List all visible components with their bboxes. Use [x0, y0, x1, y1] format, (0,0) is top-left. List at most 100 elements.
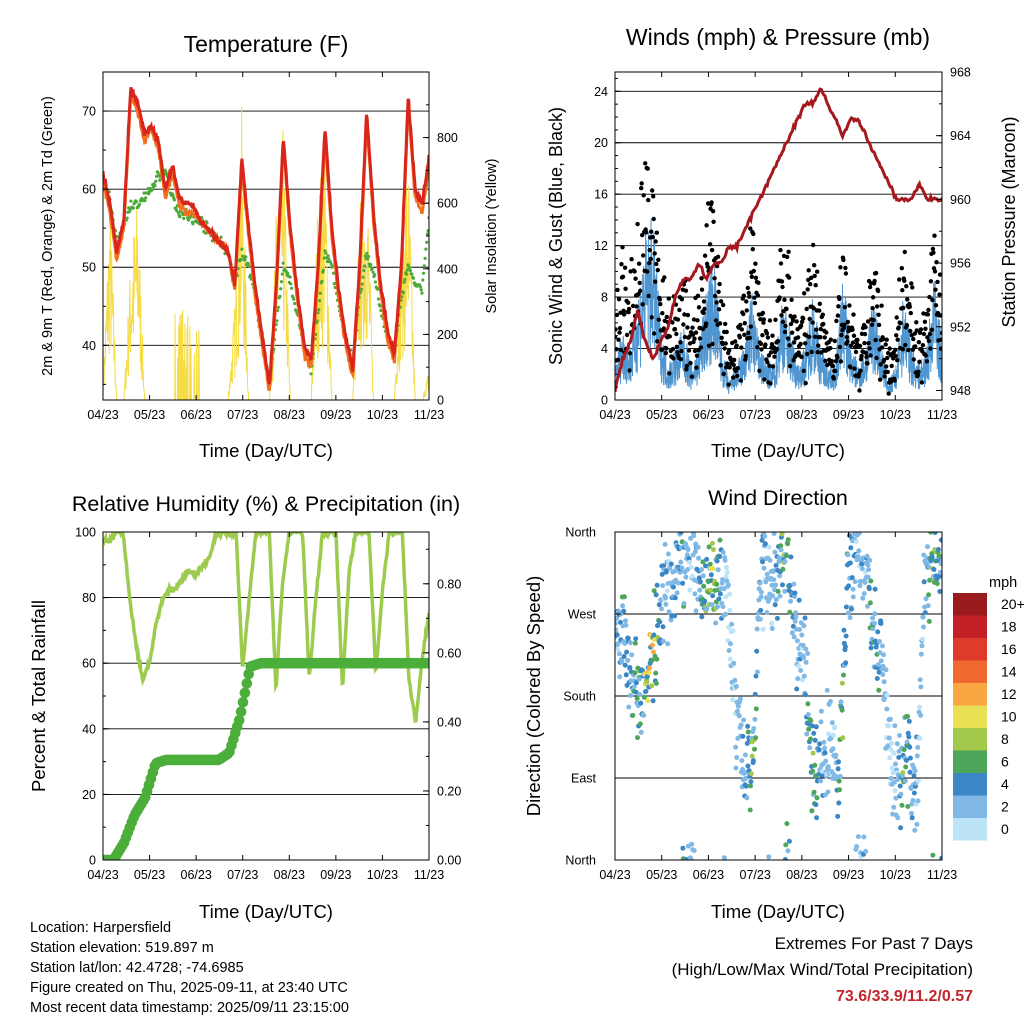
gust-point: [699, 287, 705, 292]
gust-point: [753, 261, 758, 266]
direction-point: [668, 617, 674, 623]
direction-point: [635, 735, 640, 741]
gust-point: [841, 257, 846, 263]
direction-point: [683, 574, 689, 580]
direction-point: [716, 596, 722, 602]
gust-point: [919, 380, 925, 385]
gust-point: [636, 261, 642, 266]
gust-point: [653, 239, 658, 244]
gust-point: [855, 337, 860, 343]
direction-point: [679, 565, 685, 571]
direction-point: [881, 679, 887, 685]
direction-point: [724, 564, 729, 570]
direction-point: [847, 615, 853, 621]
direction-point: [748, 771, 754, 777]
legend-swatch: [953, 660, 987, 683]
direction-point: [760, 559, 765, 565]
direction-point: [868, 578, 874, 584]
gust-point: [823, 358, 828, 364]
gust-point: [858, 368, 863, 373]
gust-point: [900, 347, 905, 352]
direction-point: [724, 569, 730, 575]
gust-point: [750, 247, 755, 252]
legend-label: 16: [1001, 641, 1017, 657]
direction-point: [727, 656, 733, 662]
direction-point: [802, 692, 808, 698]
gust-point: [937, 272, 942, 277]
gust-point: [879, 345, 885, 350]
direction-point: [812, 737, 818, 743]
gust-point: [719, 335, 724, 340]
direction-point: [905, 804, 911, 809]
gust-point: [863, 325, 868, 330]
direction-point: [846, 583, 852, 589]
direction-point: [924, 561, 930, 566]
gust-point: [633, 276, 638, 281]
direction-point: [909, 815, 915, 821]
direction-point: [872, 611, 878, 617]
gust-point: [721, 371, 726, 377]
direction-point: [902, 778, 908, 784]
gust-point: [813, 334, 818, 339]
y2-tick-label: 0.40: [437, 715, 461, 729]
x-tick-label: 04/23: [87, 868, 118, 882]
y2-tick-label: 200: [437, 328, 458, 342]
gust-point: [918, 327, 924, 332]
gust-point: [672, 326, 678, 332]
gust-point: [617, 330, 622, 335]
direction-point: [619, 659, 625, 665]
direction-point: [771, 532, 777, 536]
direction-point: [920, 636, 926, 642]
gust-point: [743, 353, 748, 359]
dewpoint-point: [131, 206, 135, 210]
direction-point: [637, 692, 643, 697]
direction-point: [641, 694, 647, 700]
dewpoint-point: [275, 319, 279, 323]
direction-point: [733, 765, 739, 771]
direction-point: [764, 571, 770, 577]
y-tick-label: North: [565, 526, 596, 540]
direction-point: [837, 787, 842, 793]
direction-point: [816, 747, 822, 753]
direction-point: [780, 566, 786, 572]
gust-point: [748, 226, 753, 231]
gust-point: [700, 326, 706, 332]
dewpoint-point: [176, 211, 180, 215]
direction-point: [794, 638, 800, 644]
gust-point: [656, 317, 661, 322]
direction-point: [708, 587, 714, 593]
direction-point: [822, 750, 828, 756]
gust-point: [925, 335, 930, 340]
direction-point: [861, 591, 867, 597]
gust-point: [619, 262, 624, 267]
direction-point: [753, 706, 759, 712]
direction-point: [721, 855, 727, 860]
gust-point: [769, 342, 775, 347]
legend-swatch: [953, 773, 987, 796]
direction-point: [618, 619, 623, 625]
direction-point: [855, 554, 861, 560]
direction-point: [744, 795, 750, 801]
direction-point: [809, 723, 815, 729]
gust-point: [770, 333, 775, 338]
direction-point: [663, 595, 668, 601]
direction-point: [786, 838, 792, 844]
gust-point: [735, 373, 740, 379]
gust-point: [848, 343, 854, 348]
precip-point: [241, 678, 253, 689]
direction-point: [651, 632, 657, 638]
direction-point: [835, 766, 841, 772]
gust-point: [663, 350, 668, 356]
y-tick-label: West: [568, 608, 597, 622]
direction-point: [696, 555, 702, 561]
direction-point: [623, 618, 628, 624]
legend-swatch: [953, 818, 987, 841]
humidity-frame: [102, 531, 430, 861]
direction-point: [649, 642, 655, 648]
gust-point: [652, 251, 657, 256]
y2-tick-label: 960: [950, 193, 971, 207]
gust-point: [760, 310, 766, 316]
direction-point: [917, 735, 923, 741]
y-tick-label: 80: [82, 591, 96, 605]
direction-point: [892, 723, 898, 729]
